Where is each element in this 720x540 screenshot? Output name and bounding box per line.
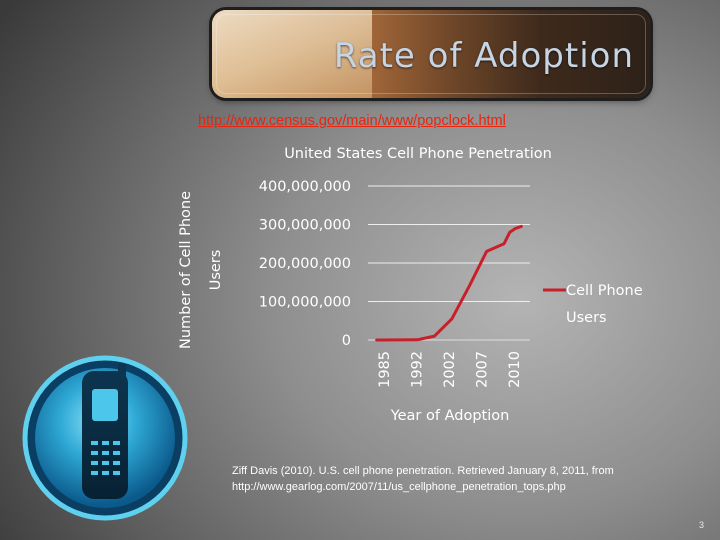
phone-keypad	[91, 441, 120, 475]
title-banner: Rate of Adoption	[212, 10, 650, 98]
source-link[interactable]: http://www.census.gov/main/www/popclock.…	[198, 113, 506, 129]
legend-label-line2: Users	[566, 310, 607, 326]
y-tick-labels: 400,000,000 300,000,000 200,000,000 100,000…	[259, 179, 351, 349]
chart-title: United States Cell Phone Penetration	[284, 146, 552, 162]
citation-line1: Ziff Davis (2010). U.S. cell phone penet…	[232, 465, 614, 477]
citation: Ziff Davis (2010). U.S. cell phone penet…	[232, 463, 672, 495]
series-lines	[375, 224, 523, 342]
x-tick-label: 2010	[507, 351, 523, 388]
y-tick-label: 100,000,000	[259, 295, 351, 311]
y-axis-title-line2: Users	[208, 250, 224, 291]
y-tick-label: 200,000,000	[259, 256, 351, 272]
series-line-cell-phone-users	[375, 224, 523, 342]
x-tick-label: 2007	[474, 351, 490, 388]
x-tick-label: 1985	[377, 351, 393, 388]
x-tick-labels: 1985 1992 2002 2007 2010	[377, 351, 523, 388]
mobile-phone-icon	[22, 355, 188, 521]
banner-frame	[216, 14, 646, 94]
legend-label-line1: Cell Phone	[566, 283, 643, 299]
y-axis-title-line1: Number of Cell Phone	[178, 191, 194, 349]
citation-line2: http://www.gearlog.com/2007/11/us_cellph…	[232, 481, 566, 493]
gridlines	[368, 185, 530, 341]
y-tick-label: 0	[342, 333, 351, 349]
slide-title: Rate of Adoption	[333, 36, 634, 76]
phone-antenna	[118, 363, 126, 379]
page-number: 3	[698, 520, 704, 530]
y-tick-label: 400,000,000	[259, 179, 351, 195]
writing-hand-image	[212, 10, 372, 98]
x-tick-label: 2002	[442, 351, 458, 388]
y-tick-label: 300,000,000	[259, 218, 351, 234]
legend: Cell Phone Users	[543, 283, 643, 326]
phone-screen	[92, 389, 118, 421]
y-axis-title: Number of Cell Phone Users	[178, 191, 224, 349]
x-axis-title: Year of Adoption	[390, 408, 510, 424]
x-tick-label: 1992	[410, 351, 426, 388]
